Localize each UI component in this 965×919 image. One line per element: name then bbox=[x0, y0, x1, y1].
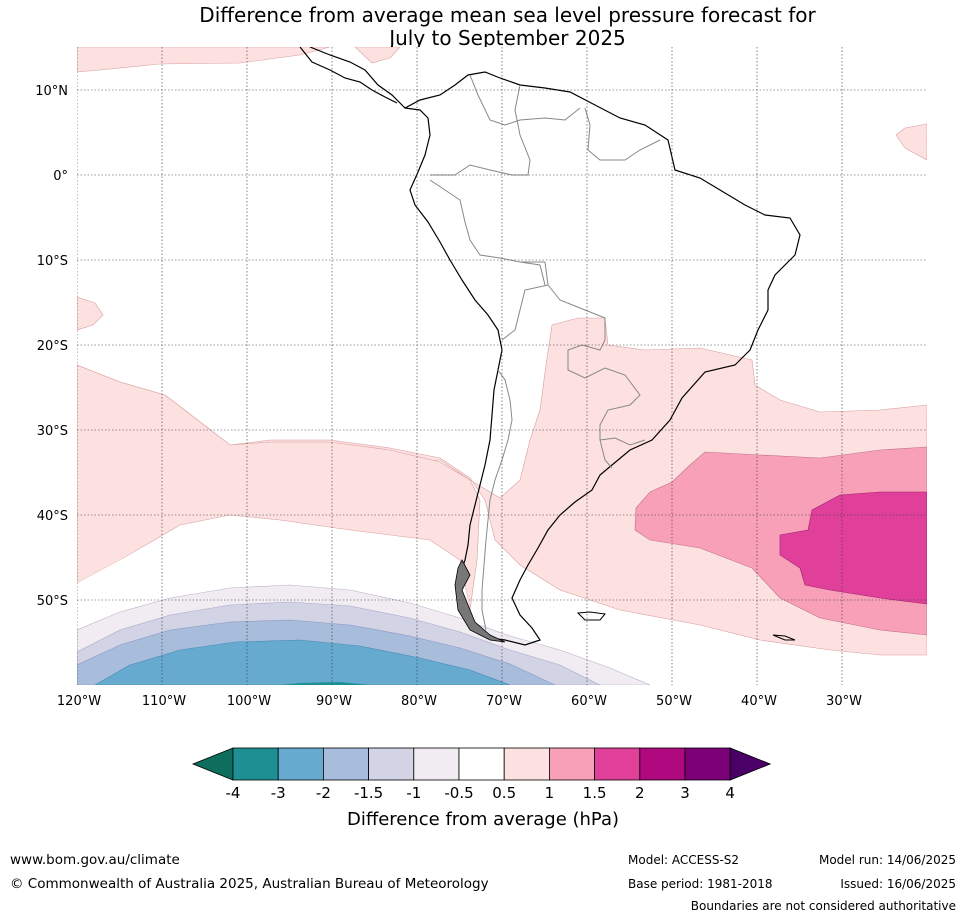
colorbar-tick-label: -2 bbox=[316, 784, 331, 802]
anomaly-region-blue bbox=[94, 639, 511, 685]
central-america-coastline bbox=[299, 47, 398, 104]
anomaly-region-light-pink-north bbox=[77, 47, 331, 73]
colorbar-swatch bbox=[503, 747, 550, 781]
colorbar-tick-label: -0.5 bbox=[444, 784, 473, 802]
lon-label: 80°W bbox=[401, 694, 437, 709]
colorbar-swatch bbox=[549, 747, 596, 781]
footer-url[interactable]: www.bom.gov.au/climate bbox=[10, 852, 180, 868]
lat-label: 0° bbox=[53, 169, 68, 184]
title-line-1: Difference from average mean sea level p… bbox=[199, 3, 816, 27]
anomaly-region-light-pink-east-tip bbox=[895, 123, 927, 161]
footer-issued: Issued: 16/06/2025 bbox=[840, 877, 956, 891]
anomaly-region-light-pink-north2 bbox=[354, 47, 401, 64]
footer-copyright: © Commonwealth of Australia 2025, Austra… bbox=[10, 876, 489, 892]
lon-label: 100°W bbox=[227, 694, 271, 709]
south-georgia bbox=[772, 634, 796, 641]
colorbar-label: Difference from average (hPa) bbox=[347, 809, 619, 830]
colorbar-swatch bbox=[232, 747, 279, 781]
lat-label: 50°S bbox=[37, 594, 68, 609]
colorbar-tick-label: -3 bbox=[271, 784, 286, 802]
map-panel bbox=[77, 47, 927, 685]
colorbar-swatch bbox=[413, 747, 460, 781]
colorbar-tick-label: -4 bbox=[226, 784, 241, 802]
lon-label: 30°W bbox=[826, 694, 862, 709]
colorbar-swatch bbox=[684, 747, 731, 781]
footer-base-period: Base period: 1981-2018 bbox=[628, 877, 773, 891]
colorbar bbox=[191, 747, 772, 781]
chilean-archipelago bbox=[454, 559, 506, 643]
lat-label: 40°S bbox=[37, 509, 68, 524]
lat-label: 10°N bbox=[35, 84, 68, 99]
colorbar-tick-label: -1 bbox=[406, 784, 421, 802]
colorbar-tick-label: 2 bbox=[635, 784, 645, 802]
anomaly-region-light-pink-west-small bbox=[77, 296, 104, 331]
lon-label: 50°W bbox=[656, 694, 692, 709]
colorbar-swatch bbox=[277, 747, 324, 781]
lat-label: 20°S bbox=[37, 339, 68, 354]
lon-label: 110°W bbox=[142, 694, 186, 709]
footer-model: Model: ACCESS-S2 bbox=[628, 853, 740, 867]
anomaly-region-light-pink-west bbox=[77, 364, 481, 611]
anomaly-region-deep-pink bbox=[779, 491, 927, 605]
anomaly-region-teal bbox=[280, 682, 370, 685]
colorbar-swatch bbox=[594, 747, 641, 781]
colorbar-tick-label: 0.5 bbox=[492, 784, 516, 802]
colorbar-tick-label: 4 bbox=[725, 784, 735, 802]
lon-label: 70°W bbox=[486, 694, 522, 709]
falkland-islands bbox=[576, 611, 606, 621]
colorbar-swatch bbox=[639, 747, 686, 781]
graticule bbox=[77, 47, 927, 685]
colorbar-swatch bbox=[458, 747, 505, 781]
south-america-coastline bbox=[309, 47, 801, 646]
colorbar-swatch bbox=[322, 747, 369, 781]
colorbar-arrow-left bbox=[191, 747, 234, 781]
map-title: Difference from average mean sea level p… bbox=[0, 4, 965, 50]
lon-label: 120°W bbox=[57, 694, 101, 709]
lat-label: 30°S bbox=[37, 424, 68, 439]
lon-label: 60°W bbox=[571, 694, 607, 709]
colorbar-tick-label: 1.5 bbox=[583, 784, 607, 802]
colorbar-ticks: -4 -3 -2 -1.5 -1 -0.5 0.5 1 1.5 2 3 4 bbox=[226, 784, 735, 802]
title-line-2: July to September 2025 bbox=[389, 26, 626, 50]
lon-label: 90°W bbox=[316, 694, 352, 709]
colorbar-tick-label: 3 bbox=[680, 784, 690, 802]
colorbar-swatch bbox=[368, 747, 415, 781]
colorbar-tick-label: 1 bbox=[545, 784, 555, 802]
footer-disclaimer: Boundaries are not considered authoritat… bbox=[690, 899, 956, 913]
colorbar-tick-label: -1.5 bbox=[354, 784, 383, 802]
country-borders bbox=[429, 74, 661, 631]
footer-model-run: Model run: 14/06/2025 bbox=[818, 853, 956, 867]
lon-label: 40°W bbox=[741, 694, 777, 709]
colorbar-arrow-right bbox=[729, 747, 772, 781]
lat-label: 10°S bbox=[37, 254, 68, 269]
